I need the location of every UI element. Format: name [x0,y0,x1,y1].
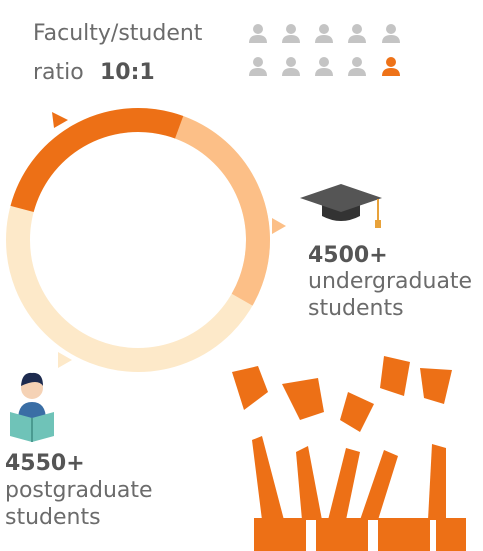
postgrad-count: 4550+ [5,451,85,476]
donut [6,108,270,372]
graduation-cap [300,184,382,228]
ratio-line1: Faculty/student [33,21,203,46]
pointer [52,112,68,128]
ratio-line2: ratio [33,60,84,85]
pointer [58,352,72,368]
postgrad-line1: postgraduate [5,478,153,503]
reader-icon [10,372,54,442]
ratio-value: 10:1 [100,60,155,85]
undergrad-line1: undergraduate [308,269,472,294]
pointer [272,218,286,234]
postgrad-line2: students [5,505,101,530]
undergrad-line2: students [308,296,404,321]
celebration-illustration [232,356,466,551]
undergrad-count: 4500+ [308,243,388,268]
person-icons [249,24,400,76]
